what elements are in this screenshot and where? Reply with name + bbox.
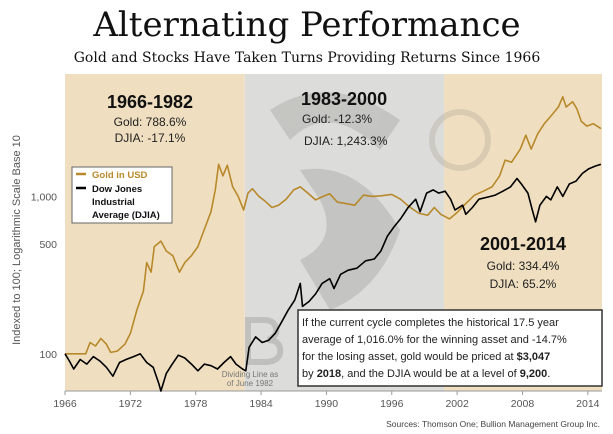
region-0 bbox=[65, 74, 245, 391]
legend-label-djia-2: Industrial bbox=[92, 197, 135, 208]
x-tick-label: 1984 bbox=[249, 398, 273, 410]
x-tick-label: 1972 bbox=[119, 398, 143, 410]
period-regions bbox=[65, 74, 602, 391]
svg-text:DJIA: 1,243.3%: DJIA: 1,243.3% bbox=[304, 134, 388, 148]
svg-text:Gold: -12.3%: Gold: -12.3% bbox=[302, 112, 372, 126]
svg-text:1983-2000: 1983-2000 bbox=[301, 89, 387, 109]
svg-text:If the current cycle completes: If the current cycle completes the histo… bbox=[302, 317, 559, 329]
dividing-line-note: Dividing Line as of June 1982 bbox=[222, 370, 278, 388]
svg-text:DJIA: 65.2%: DJIA: 65.2% bbox=[490, 277, 557, 291]
svg-text:for the losing asset, gold wou: for the losing asset, gold would be pric… bbox=[302, 351, 550, 363]
x-tick-label: 2002 bbox=[445, 398, 469, 410]
x-tick-label: 1996 bbox=[380, 398, 404, 410]
period-2001-2014: 2001-2014 Gold: 334.4% DJIA: 65.2% bbox=[480, 234, 566, 291]
legend: Gold in USD Dow Jones Industrial Average… bbox=[71, 166, 173, 224]
gold-line bbox=[65, 96, 602, 355]
legend-label-djia-3: Average (DJIA) bbox=[92, 210, 160, 221]
chart-title: Alternating Performance bbox=[92, 5, 520, 45]
svg-text:of June 1982: of June 1982 bbox=[227, 379, 274, 388]
svg-text:Gold: 334.4%: Gold: 334.4% bbox=[487, 259, 560, 273]
svg-text:DJIA: -17.1%: DJIA: -17.1% bbox=[115, 131, 186, 145]
svg-text:Gold: 788.6%: Gold: 788.6% bbox=[114, 115, 187, 129]
y-tick-label: 100 bbox=[39, 349, 57, 361]
svg-text:2001-2014: 2001-2014 bbox=[480, 234, 566, 254]
svg-text:average of 1,016.0% for the wi: average of 1,016.0% for the winning asse… bbox=[302, 334, 567, 346]
x-tick-label: 1990 bbox=[315, 398, 339, 410]
svg-text:Dividing Line as: Dividing Line as bbox=[222, 370, 278, 379]
x-tick-label: 1966 bbox=[53, 398, 77, 410]
chart-subtitle: Gold and Stocks Have Taken Turns Providi… bbox=[74, 50, 541, 66]
y-tick-label: 1,000 bbox=[31, 191, 57, 203]
svg-text:by 2018, and the DJIA would be: by 2018, and the DJIA would be at a leve… bbox=[302, 368, 550, 380]
djia-line bbox=[64, 163, 602, 392]
legend-label-gold: Gold in USD bbox=[92, 170, 148, 181]
period-1983-2000: 1983-2000 Gold: -12.3% DJIA: 1,243.3% bbox=[301, 89, 388, 148]
svg-text:1966-1982: 1966-1982 bbox=[107, 92, 193, 112]
source-note: Sources: Thomson One; Bullion Management… bbox=[386, 419, 600, 429]
x-tick-label: 1978 bbox=[184, 398, 208, 410]
legend-label-djia-1: Dow Jones bbox=[92, 184, 142, 195]
period-1966-1982: 1966-1982 Gold: 788.6% DJIA: -17.1% bbox=[107, 92, 193, 145]
x-tick-label: 2008 bbox=[511, 398, 535, 410]
y-tick-label: 500 bbox=[39, 239, 57, 251]
projection-box: If the current cycle completes the histo… bbox=[297, 309, 603, 387]
y-axis-label: Indexed to 100; Logarithmic Scale Base 1… bbox=[11, 135, 23, 345]
x-tick-label: 2014 bbox=[576, 398, 600, 410]
